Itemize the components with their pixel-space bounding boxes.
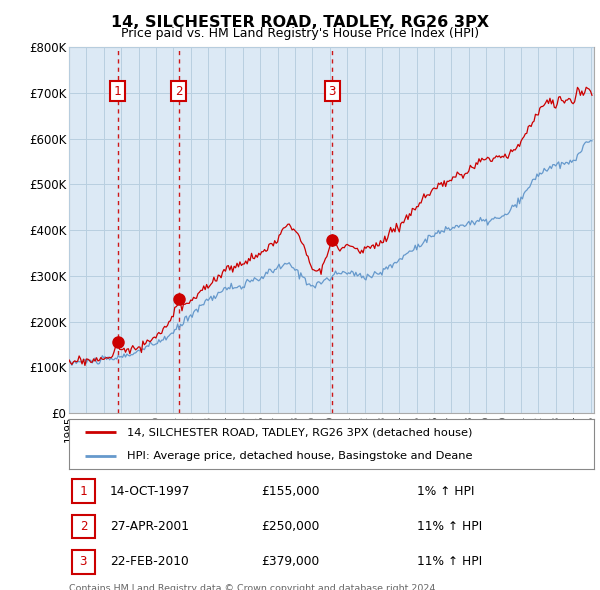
Text: 3: 3	[328, 84, 336, 97]
Text: 1: 1	[114, 84, 121, 97]
Text: 1% ↑ HPI: 1% ↑ HPI	[417, 484, 475, 498]
Text: 22-FEB-2010: 22-FEB-2010	[110, 555, 188, 569]
Text: Contains HM Land Registry data © Crown copyright and database right 2024.
This d: Contains HM Land Registry data © Crown c…	[69, 584, 439, 590]
Text: £379,000: £379,000	[261, 555, 319, 569]
Text: £155,000: £155,000	[261, 484, 320, 498]
Text: Price paid vs. HM Land Registry's House Price Index (HPI): Price paid vs. HM Land Registry's House …	[121, 27, 479, 40]
Text: 27-APR-2001: 27-APR-2001	[110, 520, 189, 533]
Text: 1: 1	[80, 484, 87, 498]
Text: £250,000: £250,000	[261, 520, 319, 533]
Text: HPI: Average price, detached house, Basingstoke and Deane: HPI: Average price, detached house, Basi…	[127, 451, 472, 461]
Text: 3: 3	[80, 555, 87, 569]
Text: 14, SILCHESTER ROAD, TADLEY, RG26 3PX (detached house): 14, SILCHESTER ROAD, TADLEY, RG26 3PX (d…	[127, 427, 472, 437]
Text: 2: 2	[80, 520, 87, 533]
Text: 14, SILCHESTER ROAD, TADLEY, RG26 3PX: 14, SILCHESTER ROAD, TADLEY, RG26 3PX	[111, 15, 489, 30]
Text: 11% ↑ HPI: 11% ↑ HPI	[417, 555, 482, 569]
Text: 11% ↑ HPI: 11% ↑ HPI	[417, 520, 482, 533]
Text: 14-OCT-1997: 14-OCT-1997	[110, 484, 190, 498]
Text: 2: 2	[175, 84, 182, 97]
